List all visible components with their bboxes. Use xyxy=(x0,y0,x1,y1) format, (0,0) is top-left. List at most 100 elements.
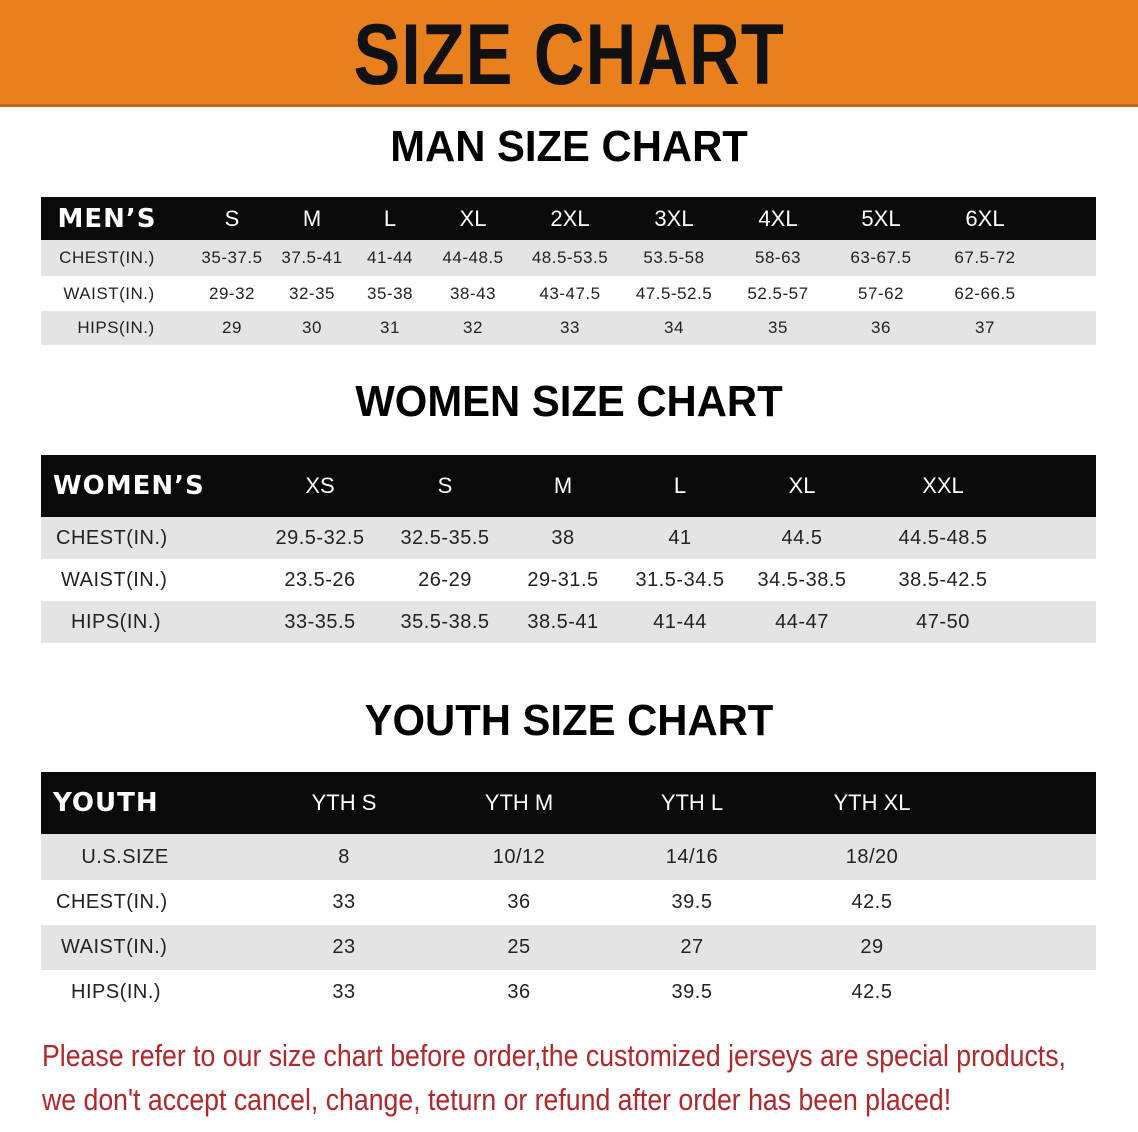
size-column-header: M xyxy=(302,205,322,231)
measurement-value: 39.5 xyxy=(671,891,713,913)
measurement-value: 36 xyxy=(507,891,531,913)
measurement-value: 35-37.5 xyxy=(201,248,263,267)
measurement-value: 47.5-52.5 xyxy=(635,283,713,303)
measurement-value: 53.5-58 xyxy=(643,248,705,267)
table-row: HIPS(IN.) 29 30 31 32 33 34 35 36 37 xyxy=(41,311,1096,345)
measurement-value: 39.5 xyxy=(671,981,713,1003)
notice-line-1: Please refer to our size chart before or… xyxy=(42,1038,1066,1073)
table-row: WAIST(IN.) 23.5-26 26-29 29-31.5 31.5-34.5 34… xyxy=(41,559,1096,601)
measurement-value: 63-67.5 xyxy=(850,248,912,267)
table-row: WAIST(IN.) 23 25 27 29 xyxy=(41,925,1096,970)
measurement-value: 36 xyxy=(871,318,891,337)
measurement-value: 23 xyxy=(332,936,356,958)
measurement-value: 44-48.5 xyxy=(442,248,504,267)
table-row: CHEST(IN.) 33 36 39.5 42.5 xyxy=(41,880,1096,925)
banner: SIZE CHART xyxy=(0,0,1138,107)
measurement-value: 47-50 xyxy=(916,610,970,633)
size-column-header: YTH L xyxy=(660,790,724,815)
measurement-value: 27 xyxy=(680,936,704,958)
measurement-value: 44.5-48.5 xyxy=(898,526,988,549)
banner-title: SIZE CHART xyxy=(353,7,785,103)
table-header-label: YOUTH xyxy=(53,788,159,818)
size-column-header: XXL xyxy=(922,473,964,498)
size-column-header: 5XL xyxy=(861,205,901,231)
measurement-label: WAIST(IN.) xyxy=(63,283,155,303)
measurement-value: 33 xyxy=(332,891,356,913)
measurement-value: 38.5-42.5 xyxy=(898,568,988,591)
measurement-value: 34 xyxy=(664,318,684,337)
measurement-value: 33 xyxy=(560,318,580,337)
size-column-header: M xyxy=(553,473,573,498)
measurement-value: 32 xyxy=(463,318,483,337)
measurement-label: CHEST(IN.) xyxy=(56,526,168,549)
measurement-value: 34.5-38.5 xyxy=(757,568,847,591)
table-row: WAIST(IN.) 29-32 32-35 35-38 38-43 43-47.5 47.… xyxy=(41,276,1096,311)
measurement-value: 42.5 xyxy=(851,891,893,913)
measurement-value: 41-44 xyxy=(367,248,413,267)
table-header-label: WOMEN’S xyxy=(53,471,205,501)
table-row: HIPS(IN.) 33-35.5 35.5-38.5 38.5-41 41-44 44-… xyxy=(41,601,1096,643)
measurement-label: WAIST(IN.) xyxy=(61,568,168,591)
measurement-value: 52.5-57 xyxy=(747,283,809,303)
measurement-label: U.S.SIZE xyxy=(81,845,169,868)
measurement-label: CHEST(IN.) xyxy=(56,891,168,913)
size-column-header: XL xyxy=(788,473,816,498)
size-column-header: 4XL xyxy=(758,205,798,231)
measurement-value: 25 xyxy=(507,936,531,958)
size-column-header: YTH M xyxy=(484,790,554,815)
measurement-value: 26-29 xyxy=(418,568,472,591)
measurement-value: 37 xyxy=(975,318,995,337)
measurement-value: 35 xyxy=(768,318,788,337)
measurement-value: 38-43 xyxy=(450,283,496,303)
measurement-value: 58-63 xyxy=(755,248,801,267)
size-column-header: L xyxy=(383,205,397,231)
measurement-value: 29-32 xyxy=(209,283,255,303)
measurement-value: 29.5-32.5 xyxy=(275,526,365,549)
size-column-header: XS xyxy=(305,473,335,498)
size-column-header: 3XL xyxy=(654,205,694,231)
measurement-value: 35-38 xyxy=(367,283,413,303)
measurement-value: 67.5-72 xyxy=(954,248,1016,267)
notice-line-2: we don't accept cancel, change, teturn o… xyxy=(42,1082,952,1117)
table-row: HIPS(IN.) 33 36 39.5 42.5 xyxy=(41,970,1096,1015)
measurement-label: HIPS(IN.) xyxy=(71,981,162,1003)
measurement-value: 57-62 xyxy=(858,283,904,303)
measurement-label: HIPS(IN.) xyxy=(77,318,155,337)
measurement-value: 33 xyxy=(332,981,356,1003)
measurement-value: 41 xyxy=(668,526,692,549)
measurement-value: 62-66.5 xyxy=(954,283,1016,303)
measurement-value: 31.5-34.5 xyxy=(635,568,725,591)
measurement-value: 18/20 xyxy=(845,845,899,868)
size-column-header: YTH XL xyxy=(833,790,911,815)
size-column-header: 2XL xyxy=(550,205,590,231)
measurement-value: 32-35 xyxy=(289,283,335,303)
measurement-value: 38.5-41 xyxy=(527,610,599,633)
measurement-value: 42.5 xyxy=(851,981,893,1003)
measurement-value: 30 xyxy=(302,318,322,337)
table-row: CHEST(IN.) 29.5-32.5 32.5-35.5 38 41 44.5 44.5… xyxy=(41,517,1096,559)
size-column-header: S xyxy=(224,205,240,231)
measurement-label: HIPS(IN.) xyxy=(71,610,162,633)
measurement-value: 41-44 xyxy=(653,610,707,633)
measurement-value: 48.5-53.5 xyxy=(531,248,609,267)
measurement-value: 8 xyxy=(338,845,350,868)
table-header-label: MEN’S xyxy=(57,203,157,234)
measurement-value: 37.5-41 xyxy=(281,248,343,267)
measurement-label: CHEST(IN.) xyxy=(59,248,155,267)
measurement-value: 44-47 xyxy=(775,610,829,633)
measurement-value: 43-47.5 xyxy=(539,283,601,303)
size-column-header: S xyxy=(437,473,453,498)
table-row: CHEST(IN.) 35-37.5 37.5-41 41-44 44-48.5 48.5… xyxy=(41,240,1096,276)
measurement-value: 29 xyxy=(860,936,884,958)
size-column-header: 6XL xyxy=(965,205,1005,231)
table-header-row: YOUTH YTH S YTH M YTH L YTH XL xyxy=(41,772,1096,834)
women-section-title: WOMEN SIZE CHART xyxy=(355,377,783,426)
measurement-value: 36 xyxy=(507,981,531,1003)
measurement-label: WAIST(IN.) xyxy=(61,936,168,958)
youth-section-title: YOUTH SIZE CHART xyxy=(364,696,774,745)
size-column-header: YTH S xyxy=(311,790,377,815)
measurement-value: 32.5-35.5 xyxy=(400,526,490,549)
table-row: U.S.SIZE 8 10/12 14/16 18/20 xyxy=(41,834,1096,880)
measurement-value: 31 xyxy=(380,318,400,337)
measurement-value: 14/16 xyxy=(665,845,719,868)
